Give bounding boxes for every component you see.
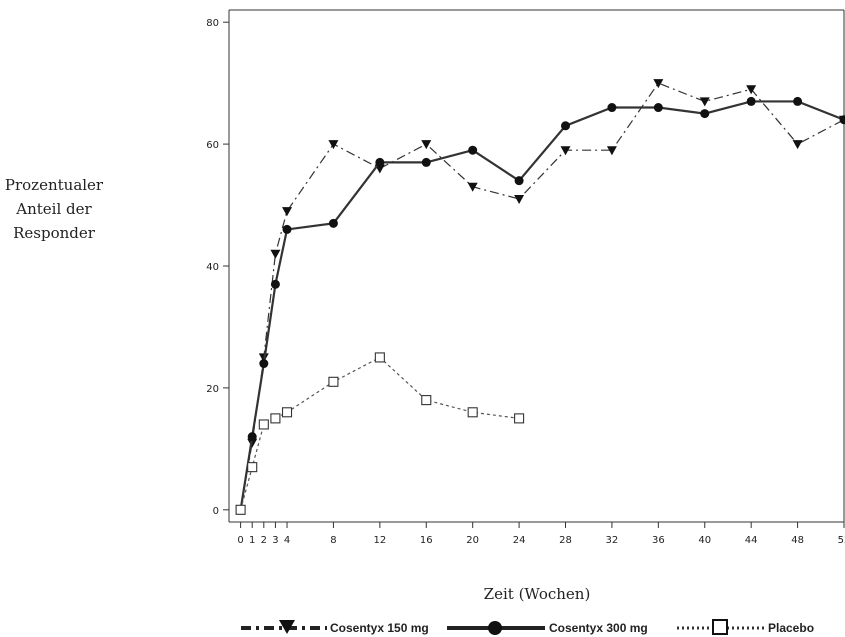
data-point-placebo [281, 407, 293, 418]
y-tick-label: 40 [206, 262, 219, 273]
data-point-placebo [328, 376, 339, 387]
ticks: 0204060800123481216202428323640444852 [206, 18, 845, 546]
data-point-cosentyx-300 [421, 157, 431, 167]
legend-item-placebo: Placebo [677, 619, 814, 635]
data-point-cosentyx-150 [467, 182, 478, 192]
data-point-cosentyx-300 [793, 96, 803, 106]
y-axis-title: Prozentualer Anteil der Responder [5, 176, 104, 242]
data-point-cosentyx-150 [514, 194, 525, 204]
legend: Cosentyx 150 mg Cosentyx 300 mg Placebo [241, 619, 814, 635]
y-axis-title-line-2: Anteil der [15, 200, 92, 218]
x-tick-label: 16 [420, 535, 433, 546]
legend-item-cosentyx-300: Cosentyx 300 mg [447, 621, 648, 635]
y-tick-label: 60 [206, 140, 219, 151]
data-point-cosentyx-150 [282, 207, 293, 217]
x-tick-label: 52 [838, 535, 845, 546]
data-point-placebo [247, 462, 258, 473]
x-tick-label: 44 [745, 535, 758, 546]
data-point-cosentyx-150 [270, 249, 281, 259]
legend-label-cosentyx-150: Cosentyx 150 mg [330, 621, 429, 635]
y-axis-title-line-3: Responder [13, 224, 96, 242]
data-point-cosentyx-300 [514, 176, 524, 186]
data-point-cosentyx-300 [270, 279, 280, 289]
x-tick-label: 28 [559, 535, 572, 546]
data-point-cosentyx-150 [653, 79, 664, 89]
series-line-cosentyx-150 [240, 82, 845, 510]
series [235, 79, 845, 515]
data-point-cosentyx-300 [607, 103, 617, 113]
triangle-down-icon [279, 620, 295, 634]
data-point-cosentyx-150 [560, 146, 571, 156]
data-point-cosentyx-150 [792, 140, 803, 150]
data-point-placebo [374, 352, 385, 363]
x-tick-label: 2 [261, 535, 267, 546]
data-point-placebo [467, 407, 478, 418]
series-cosentyx-300 [236, 96, 845, 515]
y-tick-label: 20 [206, 384, 219, 395]
x-tick-label: 3 [272, 535, 278, 546]
legend-item-cosentyx-150: Cosentyx 150 mg [241, 620, 429, 635]
series-cosentyx-150 [235, 79, 845, 515]
x-tick-label: 4 [284, 535, 290, 546]
y-axis-title-line-1: Prozentualer [5, 176, 104, 194]
data-point-cosentyx-300 [468, 145, 478, 155]
data-point-cosentyx-300 [561, 121, 571, 131]
data-point-cosentyx-300 [328, 218, 338, 228]
series-line-cosentyx-300 [239, 100, 845, 510]
x-tick-label: 12 [373, 535, 386, 546]
data-point-cosentyx-300 [700, 109, 710, 119]
x-tick-label: 0 [237, 535, 243, 546]
legend-label-placebo: Placebo [768, 621, 814, 635]
x-tick-label: 40 [698, 535, 711, 546]
series-placebo [235, 352, 525, 515]
data-point-placebo [421, 395, 432, 406]
y-tick-label: 80 [206, 18, 219, 29]
x-tick-label: 32 [606, 535, 619, 546]
x-tick-label: 24 [513, 535, 526, 546]
data-point-cosentyx-300 [282, 224, 292, 234]
y-tick-label: 0 [213, 506, 219, 517]
legend-label-cosentyx-300: Cosentyx 300 mg [549, 621, 648, 635]
data-point-cosentyx-150 [328, 140, 339, 150]
data-point-cosentyx-300 [839, 115, 845, 125]
square-icon [712, 619, 728, 635]
data-point-cosentyx-150 [699, 97, 710, 107]
data-point-cosentyx-300 [375, 157, 385, 167]
x-tick-label: 1 [249, 535, 255, 546]
data-point-cosentyx-300 [247, 432, 257, 442]
circle-icon [488, 621, 502, 635]
x-tick-label: 20 [466, 535, 479, 546]
data-point-cosentyx-300 [746, 96, 756, 106]
data-point-placebo [270, 413, 281, 424]
data-point-placebo [258, 419, 269, 430]
data-point-cosentyx-150 [421, 140, 432, 150]
data-point-cosentyx-300 [259, 359, 269, 369]
data-point-cosentyx-300 [653, 103, 663, 113]
x-tick-label: 36 [652, 535, 665, 546]
data-point-placebo [514, 413, 525, 424]
series-line-placebo [240, 356, 520, 510]
data-point-placebo [235, 504, 246, 515]
x-tick-label: 8 [330, 535, 336, 546]
data-point-cosentyx-150 [746, 85, 757, 95]
x-axis-title: Zeit (Wochen) [484, 585, 591, 603]
data-point-cosentyx-150 [606, 146, 617, 156]
x-tick-label: 48 [791, 535, 804, 546]
